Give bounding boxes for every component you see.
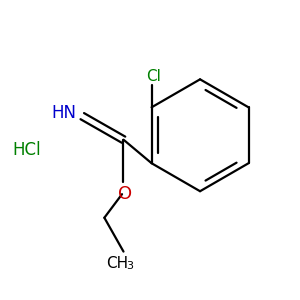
Text: CH: CH	[106, 256, 129, 271]
Text: O: O	[118, 185, 132, 203]
Text: 3: 3	[127, 261, 134, 271]
Text: HN: HN	[51, 104, 76, 122]
Text: HCl: HCl	[12, 141, 40, 159]
Text: Cl: Cl	[146, 69, 160, 84]
